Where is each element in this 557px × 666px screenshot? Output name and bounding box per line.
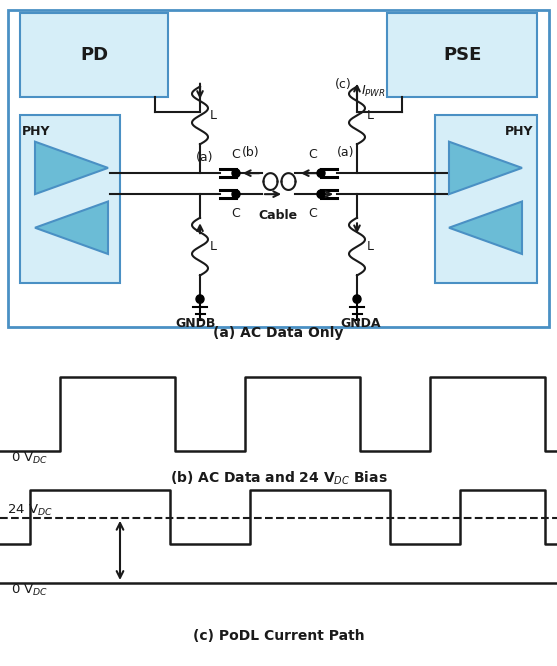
Polygon shape <box>35 202 108 254</box>
Bar <box>387 13 537 97</box>
Text: C: C <box>231 206 240 220</box>
Circle shape <box>232 190 240 198</box>
Text: PHY: PHY <box>22 125 50 138</box>
Circle shape <box>196 295 204 303</box>
Text: L: L <box>367 240 374 253</box>
Circle shape <box>317 169 325 177</box>
Text: $I_{PWR}$: $I_{PWR}$ <box>361 83 386 99</box>
Bar <box>20 115 120 283</box>
Text: 0 V$_{DC}$: 0 V$_{DC}$ <box>11 450 48 466</box>
Circle shape <box>232 169 240 177</box>
Text: PD: PD <box>80 45 108 63</box>
Text: (b): (b) <box>242 147 260 159</box>
Text: C: C <box>231 148 240 161</box>
Polygon shape <box>449 142 522 194</box>
Text: (c) PoDL Current Path: (c) PoDL Current Path <box>193 629 364 643</box>
Text: C: C <box>308 148 317 161</box>
Text: L: L <box>210 109 217 122</box>
Text: (a) AC Data Only: (a) AC Data Only <box>213 326 343 340</box>
Text: (a): (a) <box>337 147 354 159</box>
Text: GNDB: GNDB <box>176 318 216 330</box>
Text: (b) AC Data and 24 V$_{{DC}}$ Bias: (b) AC Data and 24 V$_{{DC}}$ Bias <box>170 470 387 487</box>
Text: 24 V$_{DC}$: 24 V$_{DC}$ <box>7 503 53 518</box>
Polygon shape <box>35 142 108 194</box>
Text: L: L <box>210 240 217 253</box>
Text: L: L <box>367 109 374 122</box>
Text: PSE: PSE <box>444 45 482 63</box>
Polygon shape <box>449 202 522 254</box>
Text: PHY: PHY <box>505 125 533 138</box>
Text: C: C <box>308 206 317 220</box>
Circle shape <box>353 295 361 303</box>
Text: Cable: Cable <box>258 208 297 222</box>
Text: 0 V$_{DC}$: 0 V$_{DC}$ <box>11 583 48 598</box>
Bar <box>435 115 537 283</box>
Bar <box>20 13 168 97</box>
Circle shape <box>317 190 325 198</box>
Text: (c): (c) <box>335 78 352 91</box>
Text: (a): (a) <box>196 151 213 164</box>
Text: GNDA: GNDA <box>341 318 381 330</box>
